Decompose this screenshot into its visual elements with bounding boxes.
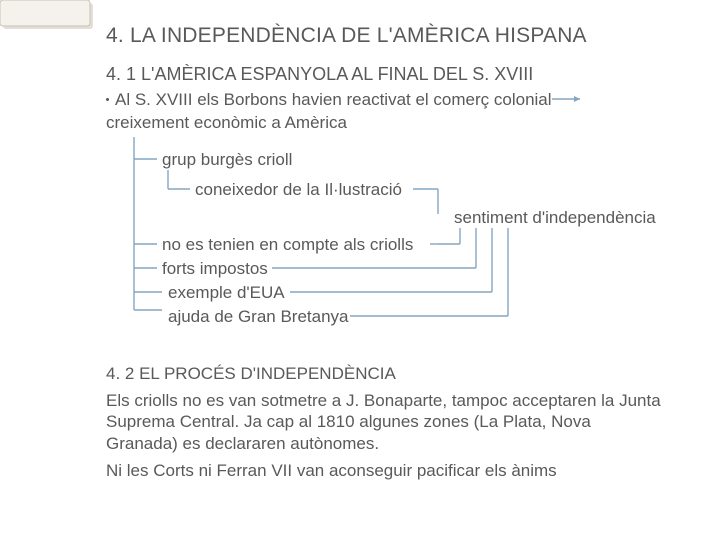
corner-decoration — [0, 0, 110, 45]
branch-eua: exemple d'EUA — [168, 282, 285, 303]
section2-para2: Ni les Corts ni Ferran VII van aconsegui… — [106, 460, 666, 481]
section1-bullet: Al S. XVIII els Borbons havien reactivat… — [106, 90, 552, 110]
section1-bullet-text: Al S. XVIII els Borbons havien reactivat… — [115, 90, 552, 109]
page-title: 4. LA INDEPENDÈNCIA DE L'AMÈRICA HISPANA — [106, 24, 587, 48]
section2-heading: 4. 2 EL PROCÉS D'INDEPENDÈNCIA — [106, 364, 396, 384]
branch-bretanya: ajuda de Gran Bretanya — [168, 306, 349, 327]
section1-heading: 4. 1 L'AMÈRICA ESPANYOLA AL FINAL DEL S.… — [106, 64, 533, 85]
section2-para1: Els criolls no es van sotmetre a J. Bona… — [106, 390, 661, 454]
branch-coneixedor: coneixedor de la Il·lustració — [195, 179, 402, 200]
section1-line2: creixement econòmic a Amèrica — [106, 112, 347, 133]
branch-criolls: no es tenien en compte als criolls — [162, 234, 413, 255]
branch-impostos: forts impostos — [162, 258, 268, 279]
branch-grup-burges: grup burgès crioll — [162, 149, 292, 170]
bullet-icon — [106, 98, 109, 101]
result-sentiment: sentiment d'independència — [454, 207, 656, 228]
